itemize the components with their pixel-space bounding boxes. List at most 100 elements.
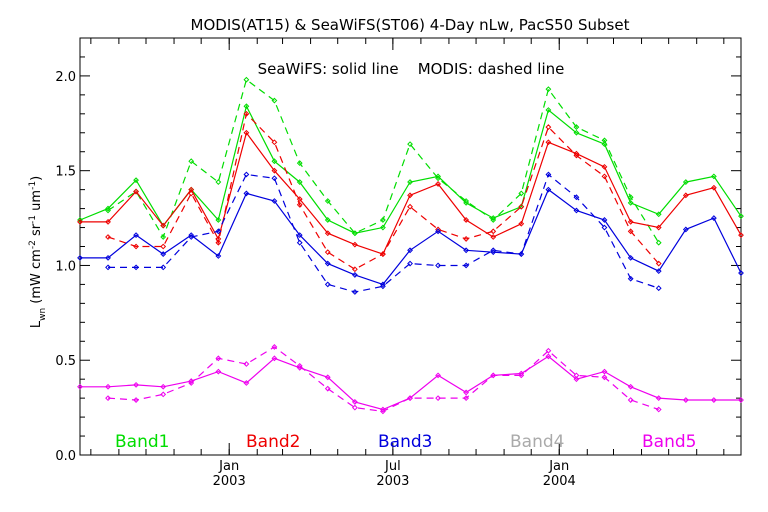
data-point xyxy=(188,234,195,240)
data-point xyxy=(627,383,634,390)
data-point xyxy=(160,222,167,229)
data-point xyxy=(463,198,470,204)
data-point xyxy=(215,253,222,259)
data-point xyxy=(435,262,441,269)
data-point xyxy=(324,374,331,381)
data-point xyxy=(215,355,222,362)
data-point xyxy=(188,158,195,165)
data-point xyxy=(627,218,634,225)
data-point xyxy=(710,184,717,191)
data-point xyxy=(682,179,689,185)
data-point xyxy=(105,234,111,240)
series-line xyxy=(108,173,659,293)
data-point xyxy=(407,192,413,199)
data-point xyxy=(463,389,470,396)
data-point xyxy=(296,239,303,246)
data-point xyxy=(351,266,358,273)
data-point xyxy=(351,241,358,248)
data-point xyxy=(271,344,278,350)
data-point xyxy=(351,404,358,411)
data-point xyxy=(160,391,167,398)
data-point xyxy=(463,395,470,402)
data-point xyxy=(435,372,441,379)
y-tick-label: 2.0 xyxy=(55,70,76,85)
data-point xyxy=(324,260,331,267)
series-layer xyxy=(77,76,744,415)
data-point xyxy=(682,226,689,233)
legend-item-band2: Band2 xyxy=(246,432,300,452)
data-point xyxy=(435,175,441,182)
data-point xyxy=(738,270,744,276)
data-point xyxy=(655,224,662,231)
data-point xyxy=(324,385,331,392)
data-point xyxy=(490,234,497,240)
data-point xyxy=(601,368,608,375)
data-point xyxy=(215,368,222,375)
data-point xyxy=(324,249,331,256)
data-point xyxy=(463,262,470,269)
legend-item-band3: Band3 xyxy=(378,432,432,452)
data-point xyxy=(627,275,634,282)
data-point xyxy=(655,260,662,267)
data-point xyxy=(243,76,250,83)
data-point xyxy=(655,395,662,402)
series-line xyxy=(107,112,660,270)
legend-item-band1: Band1 xyxy=(115,432,169,452)
data-point xyxy=(105,218,111,225)
data-point xyxy=(105,383,111,390)
data-point xyxy=(573,124,580,130)
series-line xyxy=(80,131,742,255)
x-tick-month: Jul xyxy=(384,459,401,474)
data-point xyxy=(601,173,608,180)
data-point xyxy=(271,139,278,146)
series-line xyxy=(107,78,660,244)
data-point xyxy=(271,355,278,362)
data-point xyxy=(380,251,386,257)
data-point xyxy=(380,217,386,223)
series-band2-modis xyxy=(105,110,662,273)
x-tick-month: Jan xyxy=(548,459,569,474)
series-line xyxy=(80,355,741,411)
line-style-note: SeaWiFS: solid line MODIS: dashed line xyxy=(258,60,565,78)
data-point xyxy=(435,228,441,235)
legend-item-band5: Band5 xyxy=(642,432,696,452)
data-point xyxy=(710,215,717,221)
data-point xyxy=(545,86,552,93)
series-band5-seawifs xyxy=(77,353,744,413)
data-point xyxy=(324,198,331,204)
data-point xyxy=(160,251,167,257)
y-tick-label: 0.0 xyxy=(55,449,76,464)
data-point xyxy=(463,236,470,242)
data-point xyxy=(351,272,358,278)
data-point xyxy=(133,232,139,239)
x-tick-month: Jan xyxy=(218,459,239,474)
data-point xyxy=(738,232,744,239)
data-point xyxy=(351,399,358,405)
data-point xyxy=(188,190,195,197)
data-point xyxy=(435,395,441,402)
data-point xyxy=(407,247,413,254)
data-point xyxy=(601,217,608,223)
data-point xyxy=(296,232,303,239)
series-band2-seawifs xyxy=(77,129,744,257)
data-point xyxy=(243,380,250,386)
data-point xyxy=(490,228,497,235)
data-point xyxy=(188,380,195,386)
data-point xyxy=(490,217,497,223)
data-point xyxy=(655,268,662,275)
data-point xyxy=(655,239,662,246)
data-point xyxy=(160,383,167,390)
data-point xyxy=(133,397,139,403)
data-point xyxy=(601,137,608,144)
data-point xyxy=(215,239,222,246)
data-point xyxy=(627,199,634,206)
data-point xyxy=(545,347,552,354)
plot-frame xyxy=(79,37,742,456)
data-point xyxy=(351,289,358,295)
data-point xyxy=(545,353,552,360)
data-point xyxy=(324,217,331,223)
data-point xyxy=(77,383,83,390)
data-point xyxy=(215,179,222,185)
